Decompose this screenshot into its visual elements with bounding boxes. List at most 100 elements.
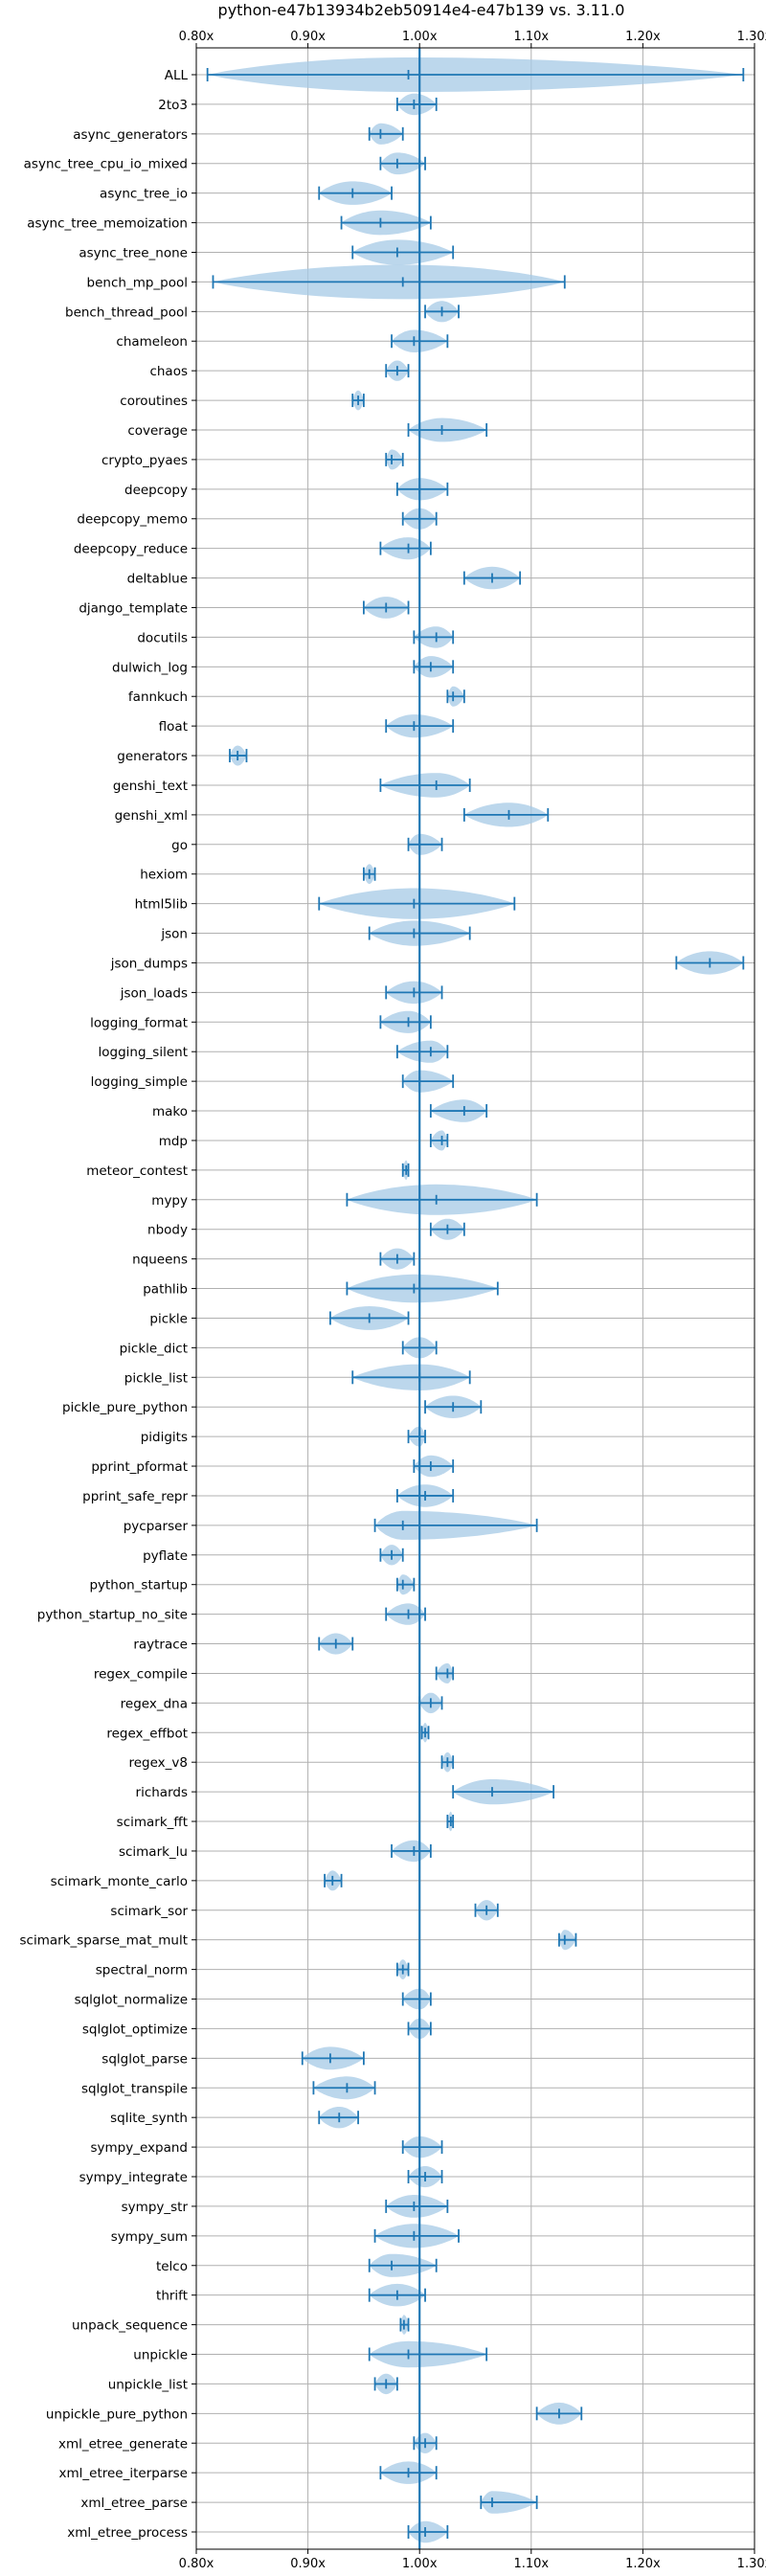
category-label: python_startup_no_site — [37, 1608, 188, 1623]
category-label: bench_mp_pool — [87, 275, 188, 290]
category-label: sqlite_synth — [110, 2111, 188, 2126]
category-label: crypto_pyaes — [101, 453, 188, 468]
category-label: sympy_expand — [90, 2140, 188, 2156]
x-tick-label-top: 0.90x — [290, 30, 326, 44]
category-label: raytrace — [133, 1638, 188, 1653]
category-label: deepcopy — [124, 483, 188, 498]
category-label: pprint_pformat — [91, 1459, 188, 1475]
category-label: async_tree_cpu_io_mixed — [24, 157, 188, 172]
violin-series — [206, 57, 745, 2543]
category-label: async_tree_io — [100, 187, 188, 202]
category-label: nbody — [147, 1223, 188, 1238]
x-tick-label-bottom: 1.10x — [513, 2557, 549, 2571]
plot-axes: 0.80x 0.80x 0.90x 0.90x 1.00x 1.00x 1.10x 1.10x… — [179, 30, 766, 2571]
category-label: fannkuch — [128, 689, 188, 705]
category-label: 2to3 — [158, 98, 188, 113]
category-label: async_tree_none — [79, 245, 188, 260]
category-label: deepcopy_reduce — [74, 542, 188, 557]
category-label: xml_etree_process — [67, 2525, 188, 2541]
category-label: hexiom — [140, 868, 188, 883]
category-label: xml_etree_generate — [58, 2436, 188, 2452]
category-label: unpickle_pure_python — [46, 2407, 188, 2422]
category-label: pidigits — [141, 1430, 188, 1445]
category-label: spectral_norm — [96, 1963, 188, 1978]
category-label: regex_effbot — [106, 1726, 188, 1741]
category-label: sqlglot_optimize — [82, 2022, 188, 2037]
category-label: dulwich_log — [112, 660, 188, 675]
category-label: html5lib — [135, 897, 188, 913]
chart-title: python-e47b13934b2eb50914e4-e47b139 vs. … — [218, 1, 625, 19]
category-label: xml_etree_iterparse — [59, 2466, 189, 2481]
category-label: scimark_sor — [110, 1904, 188, 1919]
category-label: pathlib — [143, 1282, 188, 1298]
category-label: chameleon — [116, 334, 188, 350]
category-label: richards — [136, 1785, 188, 1800]
x-tick-label-bottom: 0.80x — [179, 2557, 214, 2571]
category-label: bench_thread_pool — [65, 305, 188, 320]
category-label: nqueens — [132, 1253, 188, 1268]
category-label: float — [159, 719, 188, 734]
x-tick-label-top: 1.00x — [402, 30, 438, 44]
x-tick-label-top: 0.80x — [179, 30, 214, 44]
category-label: pickle_dict — [120, 1341, 188, 1356]
category-label: genshi_xml — [115, 808, 188, 824]
category-label: unpack_sequence — [72, 2318, 188, 2334]
category-label: deepcopy_memo — [77, 512, 188, 528]
category-label: chaos — [149, 364, 188, 379]
category-label: json_loads — [120, 985, 188, 1001]
category-label: generators — [117, 749, 188, 764]
category-label: pyflate — [143, 1548, 188, 1564]
category-label: logging_simple — [91, 1074, 188, 1090]
category-label: sqlglot_transpile — [81, 2081, 188, 2096]
category-label: telco — [156, 2259, 188, 2274]
category-label: genshi_text — [113, 779, 188, 794]
category-label: mdp — [159, 1134, 188, 1149]
category-label: json_dumps — [110, 956, 188, 971]
category-label: pickle_list — [124, 1370, 188, 1386]
category-label: regex_dna — [121, 1696, 188, 1711]
x-tick-label-bottom: 1.00x — [402, 2557, 438, 2571]
category-label: django_template — [79, 600, 188, 616]
category-label: sqlglot_parse — [101, 2051, 188, 2067]
category-label: sympy_integrate — [79, 2170, 188, 2185]
category-label: scimark_fft — [117, 1815, 188, 1830]
category-label: logging_silent — [99, 1045, 188, 1060]
category-label: regex_compile — [94, 1666, 188, 1682]
category-label: pickle_pure_python — [62, 1400, 188, 1415]
category-label: xml_etree_parse — [80, 2496, 188, 2511]
category-label: sympy_sum — [111, 2229, 188, 2245]
x-tick-label-bottom: 0.90x — [290, 2557, 326, 2571]
x-tick-label-bottom: 1.30x — [737, 2557, 766, 2571]
category-label: unpickle_list — [108, 2377, 188, 2392]
category-labels: ALL 2to3 async_generators async_tree_cpu_io… — [20, 68, 189, 2541]
category-label: sqlglot_normalize — [75, 1993, 188, 2008]
category-label: coroutines — [120, 394, 188, 409]
category-label: scimark_sparse_mat_mult — [20, 1933, 188, 1949]
category-label: logging_format — [90, 1015, 188, 1030]
category-label: async_generators — [73, 127, 188, 143]
category-label: meteor_contest — [86, 1164, 188, 1179]
category-label: coverage — [127, 423, 188, 439]
x-tick-label-top: 1.10x — [513, 30, 549, 44]
category-label: scimark_monte_carlo — [51, 1874, 188, 1889]
category-label: thrift — [156, 2289, 188, 2304]
category-label: deltablue — [127, 572, 188, 587]
category-label: regex_v8 — [128, 1755, 188, 1771]
category-label: scimark_lu — [119, 1844, 188, 1860]
category-label: pprint_safe_repr — [82, 1489, 188, 1504]
category-label: json — [160, 927, 188, 942]
x-tick-label-top: 1.20x — [625, 30, 661, 44]
category-label: python_startup — [89, 1578, 188, 1593]
category-label: async_tree_memoization — [27, 216, 188, 232]
category-label: unpickle — [133, 2348, 188, 2363]
category-label: go — [171, 838, 188, 853]
x-tick-label-bottom: 1.20x — [625, 2557, 661, 2571]
category-label: pycparser — [124, 1519, 189, 1534]
category-label: mypy — [151, 1193, 188, 1209]
category-label: docutils — [137, 630, 188, 645]
x-tick-label-top: 1.30x — [737, 30, 766, 44]
category-label: pickle — [149, 1311, 188, 1326]
category-label: ALL — [165, 68, 189, 83]
plot-frame — [195, 47, 755, 2550]
